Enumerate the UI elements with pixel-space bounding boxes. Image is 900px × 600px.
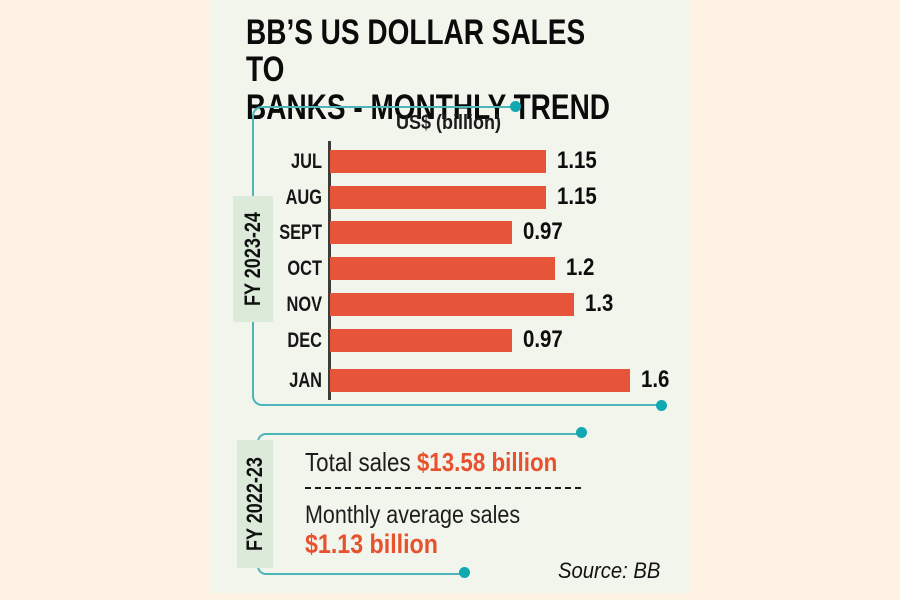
bar-value-label: 0.97 xyxy=(523,218,563,245)
axis-unit-label: US$ (billion) xyxy=(396,112,502,134)
bar xyxy=(330,221,512,244)
fiscal-year-summary-tag: FY 2022-23 xyxy=(237,440,273,568)
teal-dot xyxy=(576,427,587,438)
bar xyxy=(330,329,512,352)
teal-dot xyxy=(656,400,667,411)
chart-row: SEPT 0.97 xyxy=(210,218,690,245)
fiscal-year-chart-tag: FY 2023-24 xyxy=(233,196,273,322)
bar-value-label: 1.6 xyxy=(641,366,670,393)
month-label: JAN xyxy=(289,369,322,392)
total-sales-value: $13.58 billion xyxy=(416,447,558,477)
bar-value-label: 0.97 xyxy=(523,326,563,353)
chart-row: NOV 1.3 xyxy=(210,290,690,317)
teal-dot xyxy=(510,101,521,112)
dashed-divider xyxy=(305,487,581,489)
chart-bottom-bracket-line xyxy=(252,322,662,406)
bar-value-label: 1.15 xyxy=(557,183,597,210)
y-axis-line xyxy=(328,141,331,400)
month-label: DEC xyxy=(287,329,322,352)
fiscal-year-summary-label: FY 2022-23 xyxy=(242,457,267,551)
source-credit: Source: BB xyxy=(558,558,661,583)
chart-row: JAN 1.6 xyxy=(210,366,690,393)
month-label: NOV xyxy=(286,293,322,316)
bar xyxy=(330,369,630,392)
bar-value-label: 1.2 xyxy=(566,254,595,281)
month-label: JUL xyxy=(291,150,322,173)
month-label: AUG xyxy=(285,186,322,209)
bar xyxy=(330,293,574,316)
monthly-average-value: $1.13 billion xyxy=(305,529,438,559)
monthly-average-label: Monthly average sales xyxy=(305,501,521,529)
teal-dot xyxy=(459,567,470,578)
summary-top-bracket-line xyxy=(257,433,582,447)
summary-bottom-bracket-line xyxy=(257,560,465,575)
chart-row: OCT 1.2 xyxy=(210,254,690,281)
chart-row: DEC 0.97 xyxy=(210,326,690,353)
bar xyxy=(330,150,546,173)
bar-value-label: 1.15 xyxy=(557,147,597,174)
bar xyxy=(330,257,555,280)
total-sales-line: Total sales $13.58 billion xyxy=(305,447,557,478)
month-label: SEPT xyxy=(279,221,322,244)
total-sales-label: Total sales xyxy=(305,447,411,477)
chart-row: AUG 1.15 xyxy=(210,183,690,210)
chart-top-bracket-line xyxy=(252,106,514,196)
chart-row: JUL 1.15 xyxy=(210,147,690,174)
month-label: OCT xyxy=(287,257,322,280)
bar xyxy=(330,186,546,209)
bar-value-label: 1.3 xyxy=(585,290,614,317)
